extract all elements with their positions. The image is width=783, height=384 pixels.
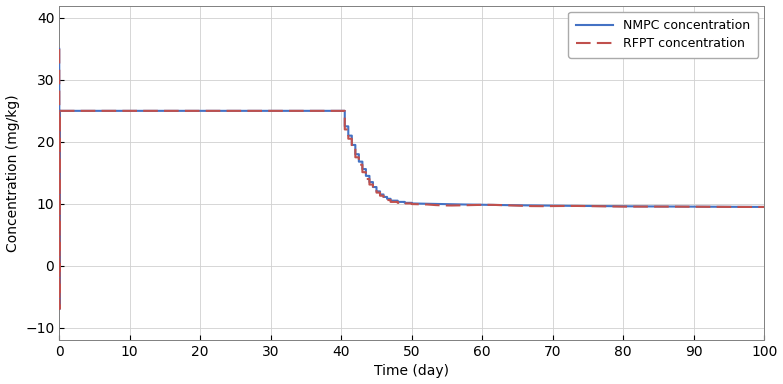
Line: NMPC concentration: NMPC concentration (60, 49, 764, 309)
RFPT concentration (400, 201, 410, 206)
NMPC concentration (407, 200, 417, 205)
RFPT concentration (713, 205, 723, 209)
RFPT concentration (407, 201, 417, 206)
Line: RFPT concentration: RFPT concentration (60, 49, 764, 309)
NMPC concentration (400, 200, 410, 205)
RFPT concentration (760, 205, 769, 209)
RFPT concentration (55, 307, 64, 311)
NMPC concentration (497, 203, 507, 207)
RFPT concentration (55, 46, 64, 51)
NMPC concentration (55, 46, 64, 51)
RFPT concentration (497, 203, 507, 207)
Legend: NMPC concentration, RFPT concentration: NMPC concentration, RFPT concentration (568, 12, 758, 58)
RFPT concentration (445, 203, 454, 208)
X-axis label: Time (day): Time (day) (374, 364, 449, 379)
NMPC concentration (760, 205, 769, 209)
Y-axis label: Concentration (mg/kg): Concentration (mg/kg) (5, 94, 20, 252)
NMPC concentration (55, 307, 64, 311)
RFPT concentration (400, 200, 410, 205)
NMPC concentration (445, 202, 454, 207)
NMPC concentration (713, 204, 723, 209)
NMPC concentration (400, 200, 410, 204)
